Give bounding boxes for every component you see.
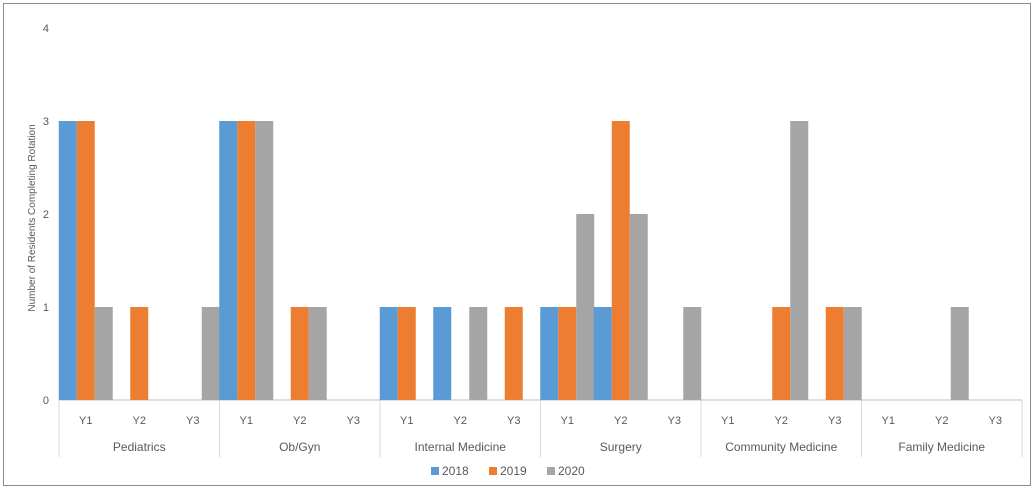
- group-label: Internal Medicine: [415, 440, 507, 454]
- x-tick-label: Y2: [935, 415, 948, 427]
- group-label: Surgery: [600, 440, 642, 454]
- group-label: Ob/Gyn: [279, 440, 320, 454]
- x-tick-label: Y3: [507, 415, 520, 427]
- y-tick-label: 4: [43, 23, 49, 35]
- bar-2018-internal-medicine-y2: [433, 307, 452, 400]
- x-tick-label: Y3: [347, 415, 360, 427]
- y-tick-label: 0: [43, 395, 49, 407]
- legend-label-2018: 2018: [442, 464, 469, 478]
- bar-2019-internal-medicine-y1: [397, 307, 416, 400]
- bar-2019-pediatrics-y1: [76, 121, 95, 400]
- bar-2020-surgery-y1: [576, 214, 595, 400]
- y-tick-label: 3: [43, 116, 49, 128]
- x-tick-label: Y1: [882, 415, 895, 427]
- bar-chart: Number of Residents Completing Rotation …: [27, 23, 1023, 478]
- x-tick-label: Y1: [240, 415, 253, 427]
- chart-frame: Number of Residents Completing Rotation …: [3, 3, 1031, 486]
- y-axis-label: Number of Residents Completing Rotation: [27, 124, 38, 311]
- bar-2020-internal-medicine-y2: [469, 307, 488, 400]
- x-tick-label: Y2: [614, 415, 627, 427]
- bar-2020-community-medicine-y2: [790, 121, 809, 400]
- bar-2018-ob-gyn-y1: [219, 121, 238, 400]
- bar-2018-surgery-y1: [540, 307, 559, 400]
- bar-2019-surgery-y2: [611, 121, 630, 400]
- x-tick-label: Y1: [721, 415, 734, 427]
- x-tick-label: Y1: [400, 415, 413, 427]
- bar-2020-community-medicine-y3: [843, 307, 862, 400]
- bar-2019-ob-gyn-y2: [290, 307, 309, 400]
- group-label: Pediatrics: [113, 440, 166, 454]
- x-tick-label: Y2: [293, 415, 306, 427]
- x-tick-label: Y2: [133, 415, 146, 427]
- x-tick-label: Y2: [454, 415, 467, 427]
- y-tick-label: 2: [43, 209, 49, 221]
- x-tick-label: Y3: [186, 415, 199, 427]
- group-label: Family Medicine: [898, 440, 985, 454]
- bar-2020-pediatrics-y3: [201, 307, 220, 400]
- x-tick-label: Y3: [989, 415, 1002, 427]
- bar-2020-ob-gyn-y2: [308, 307, 327, 400]
- bar-2019-pediatrics-y2: [130, 307, 149, 400]
- x-tick-label: Y1: [561, 415, 574, 427]
- x-tick-label: Y3: [828, 415, 841, 427]
- y-tick-label: 1: [43, 302, 49, 314]
- bar-2018-internal-medicine-y1: [379, 307, 398, 400]
- group-label: Community Medicine: [725, 440, 837, 454]
- legend-swatch-2018: [431, 467, 439, 475]
- bar-2019-community-medicine-y3: [825, 307, 844, 400]
- bar-2019-community-medicine-y2: [772, 307, 791, 400]
- legend-label-2019: 2019: [500, 464, 527, 478]
- legend-swatch-2020: [547, 467, 555, 475]
- bar-2020-surgery-y2: [629, 214, 648, 400]
- bar-2018-surgery-y2: [593, 307, 612, 400]
- legend-swatch-2019: [489, 467, 497, 475]
- x-tick-label: Y3: [668, 415, 681, 427]
- bar-2019-surgery-y1: [558, 307, 577, 400]
- bar-2019-ob-gyn-y1: [237, 121, 256, 400]
- x-tick-label: Y2: [775, 415, 788, 427]
- bar-2019-internal-medicine-y3: [504, 307, 523, 400]
- x-tick-label: Y1: [79, 415, 92, 427]
- bar-2020-surgery-y3: [683, 307, 702, 400]
- legend-label-2020: 2020: [558, 464, 585, 478]
- bar-2020-family-medicine-y2: [950, 307, 969, 400]
- bar-2020-pediatrics-y1: [94, 307, 113, 400]
- bar-2020-ob-gyn-y1: [255, 121, 274, 400]
- bar-2018-pediatrics-y1: [58, 121, 77, 400]
